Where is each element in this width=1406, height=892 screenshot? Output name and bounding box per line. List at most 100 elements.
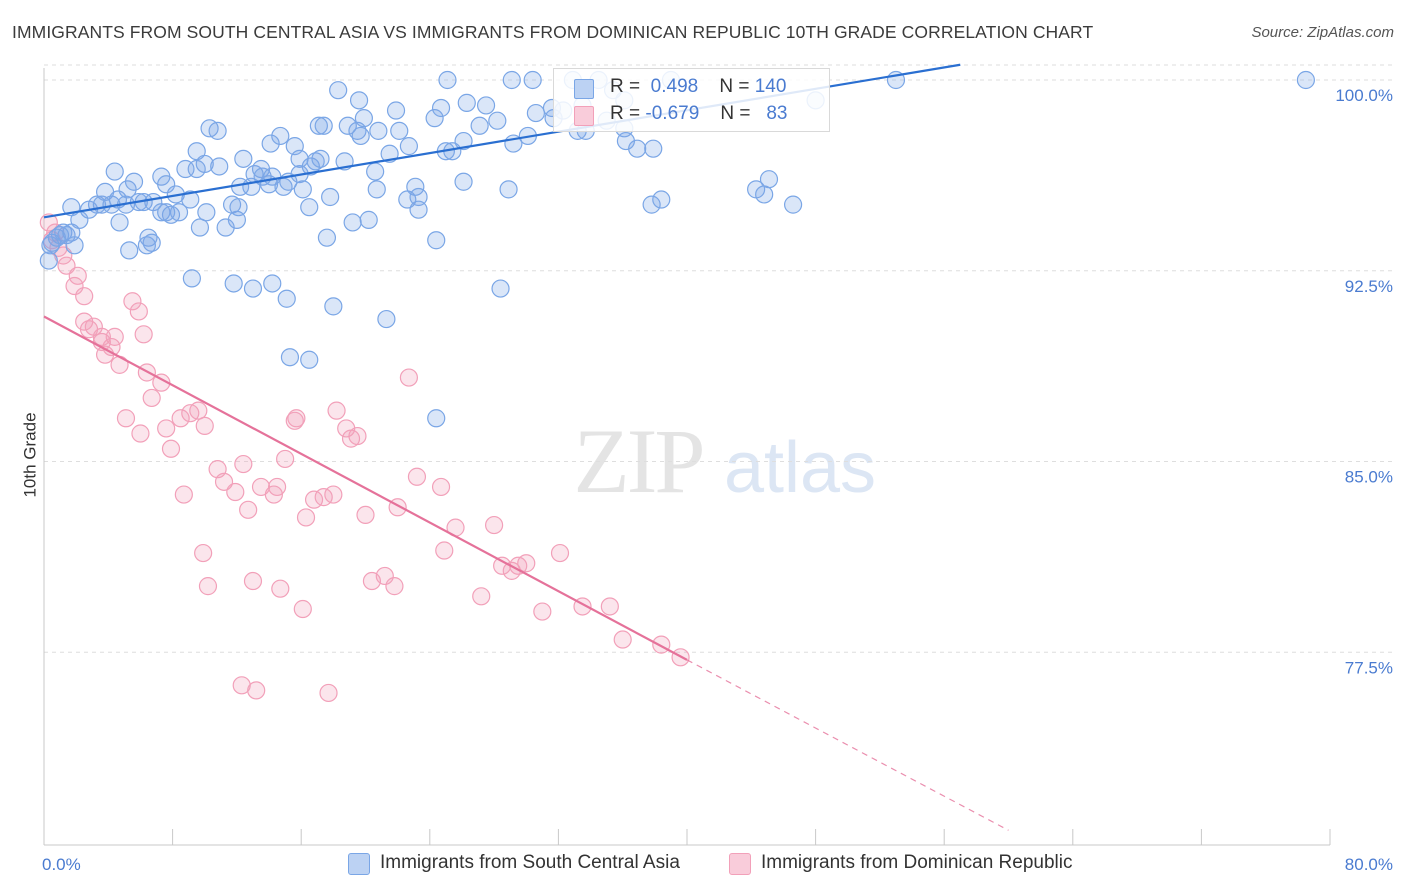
point-south-central-asia <box>190 218 210 237</box>
x-tick-label: 80.0% <box>1345 855 1393 874</box>
point-dominican-republic <box>239 500 258 519</box>
legend-n-label: N = <box>720 103 751 124</box>
point-south-central-asia <box>169 203 189 222</box>
point-south-central-asia <box>386 101 406 120</box>
source-credit: Source: ZipAtlas.com <box>1251 24 1394 41</box>
point-south-central-asia <box>644 139 663 158</box>
point-south-central-asia <box>488 111 507 130</box>
legend-n-value: 83 <box>766 103 788 124</box>
legend-item-dominican-republic[interactable]: Immigrants from Dominican Republic <box>729 850 1109 876</box>
point-south-central-asia <box>329 81 348 100</box>
legend-n-label: N = <box>719 76 750 97</box>
legend-r-label: R = <box>610 76 641 97</box>
legend-label: Immigrants from South Central Asia <box>380 852 680 873</box>
watermark-atlas: atlas <box>724 428 876 508</box>
y-tick-label: 85.0% <box>1345 468 1393 487</box>
point-south-central-asia <box>1296 70 1315 90</box>
point-south-central-asia <box>182 269 201 288</box>
point-dominican-republic <box>157 419 176 438</box>
point-dominican-republic <box>129 302 148 321</box>
point-south-central-asia <box>306 152 325 171</box>
point-south-central-asia <box>438 70 457 90</box>
point-dominican-republic <box>131 424 150 443</box>
point-south-central-asia <box>300 350 319 369</box>
point-south-central-asia <box>783 195 803 214</box>
point-dominican-republic <box>195 416 214 435</box>
point-dominican-republic <box>296 508 316 527</box>
point-dominican-republic <box>600 597 619 616</box>
point-dominican-republic <box>324 485 343 504</box>
point-south-central-asia <box>642 195 661 214</box>
point-south-central-asia <box>118 180 137 199</box>
point-south-central-asia <box>427 231 446 250</box>
point-dominican-republic <box>198 577 218 596</box>
point-south-central-asia <box>406 177 425 196</box>
legend-r-label: R = <box>610 103 641 124</box>
point-dominican-republic <box>517 554 536 573</box>
legend-stats: R = 0.498 N = 140 R = -0.679 N = 83 <box>553 68 830 132</box>
watermark: ZIP atlas <box>574 410 877 512</box>
point-dominican-republic <box>356 505 375 525</box>
point-south-central-asia <box>311 149 330 168</box>
point-south-central-asia <box>234 149 253 168</box>
point-dominican-republic <box>348 426 367 446</box>
legend-r-value: 0.498 <box>650 76 699 97</box>
point-south-central-asia <box>369 121 388 140</box>
point-south-central-asia <box>454 172 473 191</box>
legend-item-south-central-asia[interactable]: Immigrants from South Central Asia <box>348 850 708 876</box>
point-south-central-asia <box>321 187 340 207</box>
point-south-central-asia <box>526 103 545 123</box>
series-dominican-republic <box>39 213 690 703</box>
point-south-central-asia <box>431 98 451 118</box>
point-south-central-asia <box>338 116 357 135</box>
point-south-central-asia <box>425 109 444 128</box>
point-south-central-asia <box>755 185 774 204</box>
y-tick-label: 100.0% <box>1335 86 1393 105</box>
legend-label: Immigrants from Dominican Republic <box>761 852 1073 873</box>
point-dominican-republic <box>287 409 306 428</box>
point-dominican-republic <box>267 477 287 497</box>
point-south-central-asia <box>457 93 476 112</box>
point-south-central-asia <box>263 274 282 293</box>
y-tick-label: 92.5% <box>1345 277 1393 296</box>
point-south-central-asia <box>317 228 337 247</box>
point-dominican-republic <box>276 449 295 469</box>
point-south-central-asia <box>427 409 446 428</box>
point-south-central-asia <box>324 297 343 316</box>
legend-swatch-blue <box>348 853 370 875</box>
legend-swatch-pink <box>729 853 751 875</box>
point-dominican-republic <box>431 477 451 497</box>
point-dominican-republic <box>75 287 94 306</box>
point-south-central-asia <box>301 157 320 176</box>
point-dominican-republic <box>550 543 570 563</box>
point-south-central-asia <box>300 198 319 217</box>
point-dominican-republic <box>271 579 290 598</box>
point-dominican-republic <box>385 577 404 596</box>
point-south-central-asia <box>502 70 521 90</box>
point-dominican-republic <box>243 571 263 591</box>
point-south-central-asia <box>351 126 370 146</box>
point-dominican-republic <box>134 325 153 344</box>
point-south-central-asia <box>476 96 496 115</box>
point-dominican-republic <box>247 681 266 700</box>
point-south-central-asia <box>110 213 129 232</box>
point-dominican-republic <box>68 266 87 285</box>
axes <box>43 68 1331 846</box>
point-south-central-asia <box>208 121 227 140</box>
y-tick-label: 77.5% <box>1345 658 1393 677</box>
point-south-central-asia <box>50 226 70 245</box>
trend-line-dominican-republic <box>43 315 688 661</box>
point-dominican-republic <box>194 543 213 563</box>
point-dominican-republic <box>189 401 208 420</box>
point-south-central-asia <box>277 289 296 308</box>
point-south-central-asia <box>499 180 518 199</box>
point-south-central-asia <box>139 228 158 247</box>
point-dominican-republic <box>435 541 454 560</box>
trend-line-extension <box>686 659 1009 831</box>
point-south-central-asia <box>399 137 419 156</box>
point-south-central-asia <box>367 180 386 199</box>
point-dominican-republic <box>485 515 504 535</box>
point-dominican-republic <box>171 409 190 428</box>
point-south-central-asia <box>359 210 378 229</box>
point-dominican-republic <box>399 368 419 387</box>
